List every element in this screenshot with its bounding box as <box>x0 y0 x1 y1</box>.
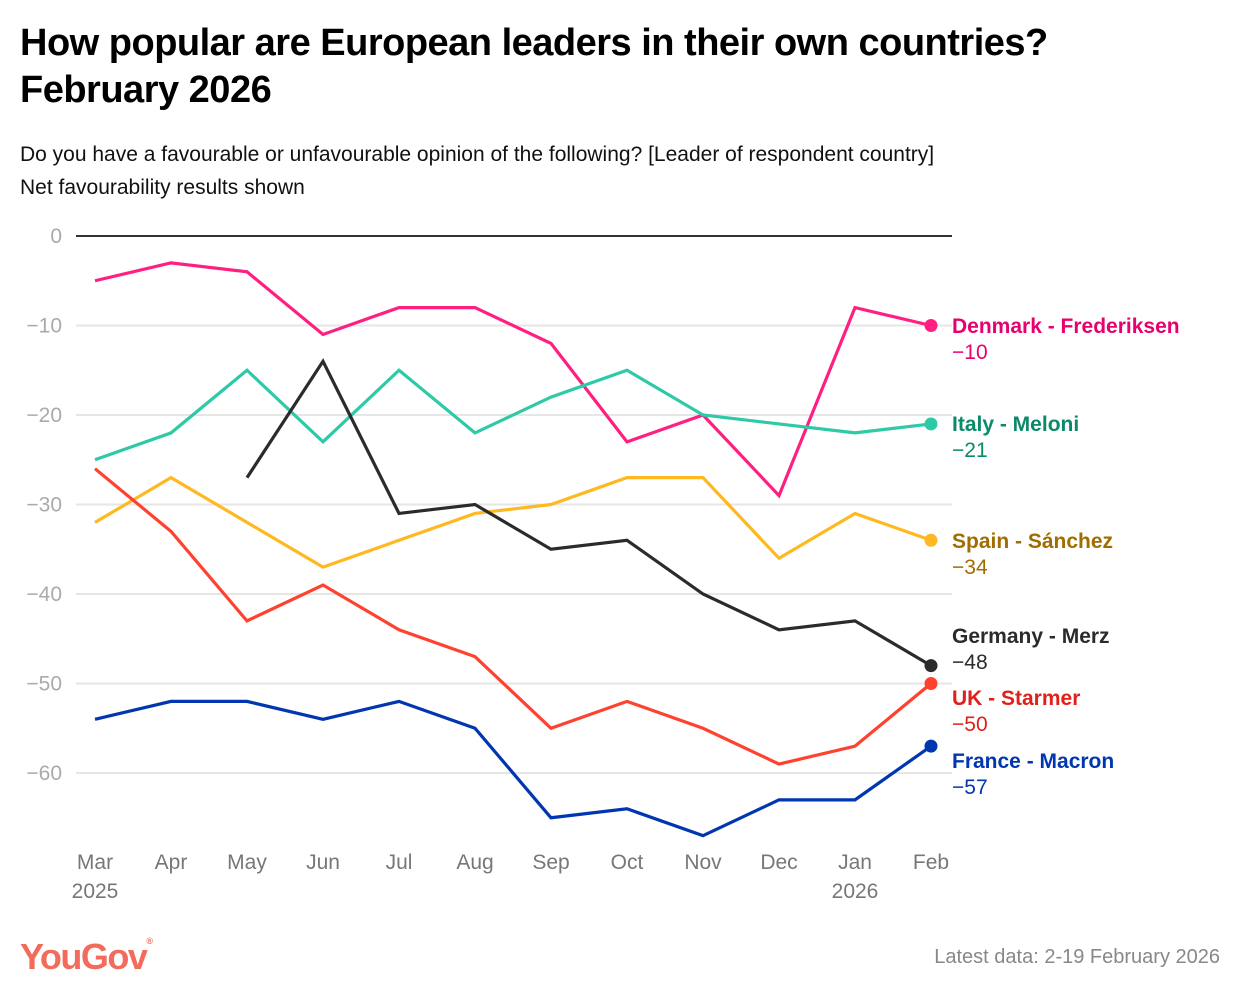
yougov-logo[interactable]: YouGov® <box>20 936 153 978</box>
series-value-italy: −21 <box>952 439 988 462</box>
series-line-uk <box>93 467 933 766</box>
end-point-italy <box>924 417 938 431</box>
series-label-spain: Spain - Sánchez <box>952 530 1113 553</box>
y-tick-label: −40 <box>26 583 62 606</box>
logo-text: YouGov <box>20 936 148 977</box>
y-tick-label: −60 <box>26 762 62 785</box>
x-tick-label: Aug <box>456 851 493 874</box>
end-point-germany <box>924 659 938 673</box>
x-tick-label: Sep <box>532 851 569 874</box>
gridlines <box>76 235 952 774</box>
x-year-label: 2026 <box>832 880 879 903</box>
x-tick-label: Mar <box>77 851 113 874</box>
series-label-germany: Germany - Merz <box>952 625 1110 648</box>
latest-data-note: Latest data: 2-19 February 2026 <box>934 946 1220 968</box>
series-value-denmark: −10 <box>952 341 988 364</box>
x-year-label: 2025 <box>72 880 119 903</box>
y-tick-label: −20 <box>26 404 62 427</box>
x-tick-label: Nov <box>684 851 722 874</box>
series-line-germany <box>245 358 932 667</box>
series-label-france: France - Macron <box>952 750 1114 773</box>
series-lines <box>93 261 938 838</box>
registered-mark: ® <box>146 936 153 946</box>
series-value-france: −57 <box>952 776 988 799</box>
series-labels: Denmark - Frederiksen −10 Italy - Meloni −2… <box>952 315 1180 799</box>
x-axis: Mar 2025 Apr May Jun Jul Aug Sep Oct Nov Dec Jan 202… <box>72 851 949 903</box>
series-label-italy: Italy - Meloni <box>952 413 1079 436</box>
y-axis: 0 −10 −20 −30 −40 −50 −60 <box>26 225 62 785</box>
series-line-spain <box>94 475 932 569</box>
end-point-denmark <box>924 319 938 332</box>
series-label-denmark: Denmark - Frederiksen <box>952 315 1180 338</box>
x-tick-label: Oct <box>611 851 644 874</box>
y-tick-label: −30 <box>26 494 62 517</box>
x-tick-label: May <box>227 851 267 874</box>
subtitle-note: Net favourability results shown <box>20 176 305 199</box>
series-line-denmark <box>94 261 932 499</box>
series-value-spain: −34 <box>952 556 988 579</box>
x-tick-label: Jun <box>306 851 340 874</box>
x-tick-label: Jan <box>838 851 872 874</box>
series-value-uk: −50 <box>952 713 988 736</box>
series-line-italy <box>94 368 932 462</box>
y-tick-label: −50 <box>26 673 62 696</box>
end-point-france <box>924 739 938 753</box>
series-line-france <box>94 699 932 838</box>
x-tick-label: Dec <box>760 851 797 874</box>
chart-title: How popular are European leaders in thei… <box>20 22 1048 111</box>
end-point-uk <box>924 677 938 690</box>
series-value-germany: −48 <box>952 651 988 674</box>
chart-subtitle: Do you have a favourable or unfavourable… <box>20 138 934 204</box>
series-label-uk: UK - Starmer <box>952 687 1080 710</box>
end-point-spain <box>924 533 938 547</box>
subtitle-question: Do you have a favourable or unfavourable… <box>20 143 935 166</box>
x-tick-label: Feb <box>913 851 949 874</box>
y-tick-label: 0 <box>50 225 62 248</box>
x-tick-label: Jul <box>386 851 413 874</box>
x-tick-label: Apr <box>155 851 188 874</box>
y-tick-label: −10 <box>26 315 62 338</box>
